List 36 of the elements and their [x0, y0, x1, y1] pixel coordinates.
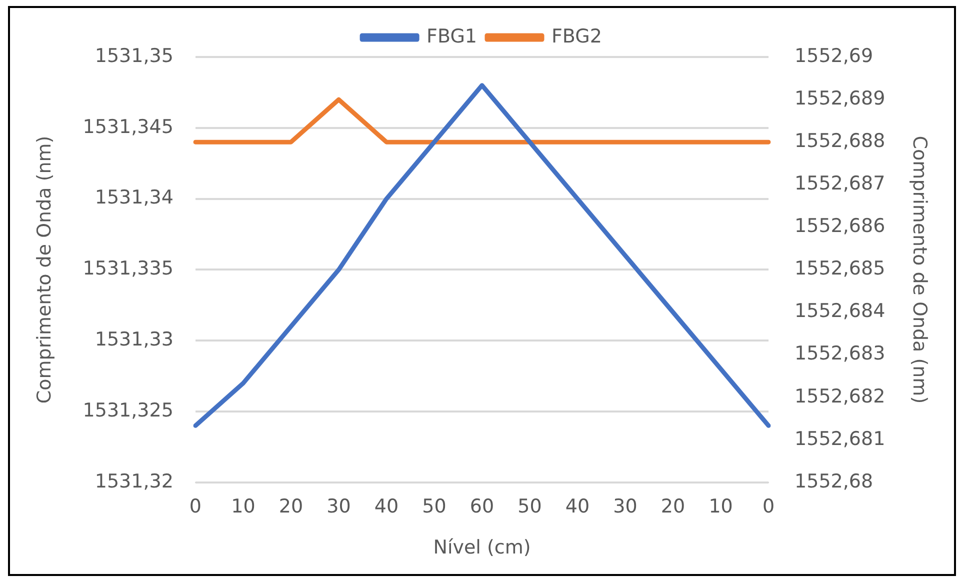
y-tick-label: 1531,35 — [94, 44, 174, 67]
x-tick-label: 10 — [708, 496, 733, 518]
legend-label: FBG1 — [426, 25, 478, 48]
y2-tick-label: 1552,68 — [794, 470, 874, 492]
y2-tick-label: 1552,689 — [794, 87, 886, 110]
x-tick-label: 0 — [762, 496, 775, 518]
x-tick-label: 50 — [518, 496, 542, 518]
y-tick-label: 1531,345 — [82, 116, 174, 138]
y-axis-title: Comprimento de Onda (nm) — [33, 136, 56, 404]
x-tick-label: 30 — [613, 496, 638, 518]
y-tick-label: 1531,32 — [94, 470, 174, 492]
x-tick-label: 40 — [374, 496, 399, 518]
y2-tick-label: 1552,687 — [794, 172, 886, 195]
y2-tick-label: 1552,681 — [794, 428, 886, 450]
y-tick-label: 1531,34 — [94, 186, 174, 209]
y-tick-label: 1531,33 — [94, 328, 174, 351]
y2-axis-title: Comprimento de Onda (nm) — [908, 136, 931, 404]
y2-tick-label: 1552,69 — [794, 44, 874, 67]
x-tick-label: 0 — [189, 496, 202, 518]
x-tick-label: 10 — [231, 496, 256, 518]
x-tick-label: 30 — [326, 496, 351, 518]
x-tick-label: 20 — [660, 496, 686, 518]
y-tick-label: 1531,325 — [82, 399, 174, 422]
legend-label: FBG2 — [552, 25, 602, 48]
x-tick-label: 50 — [422, 496, 446, 518]
y-tick-label: 1531,335 — [82, 258, 174, 280]
y2-tick-label: 1552,682 — [794, 385, 886, 408]
y2-tick-label: 1552,688 — [794, 130, 886, 152]
y2-tick-label: 1552,685 — [794, 258, 886, 280]
x-tick-label: 60 — [470, 496, 494, 518]
y2-tick-label: 1552,684 — [794, 300, 886, 322]
x-tick-label: 40 — [565, 496, 590, 518]
y2-tick-label: 1552,686 — [794, 215, 886, 238]
x-axis-title: Nível (cm) — [433, 536, 531, 559]
x-tick-label: 20 — [278, 496, 304, 518]
y2-tick-label: 1552,683 — [794, 342, 886, 365]
